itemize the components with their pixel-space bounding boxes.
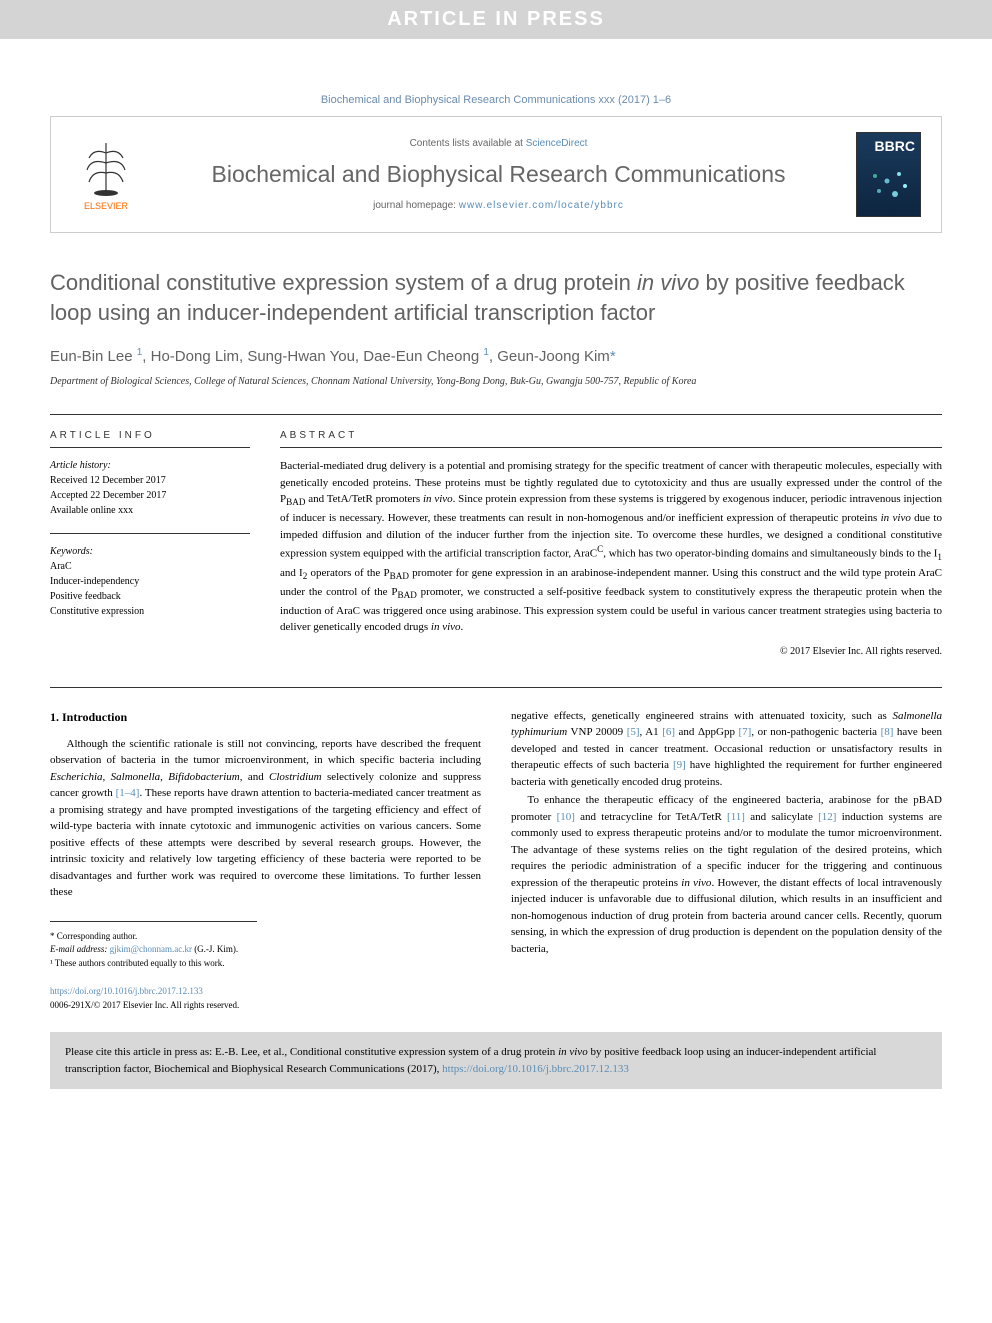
citation-box: Please cite this article in press as: E.… [50,1032,942,1089]
body-column-left: 1. Introduction Although the scientific … [50,708,481,1013]
abstract-column: ABSTRACT Bacterial-mediated drug deliver… [280,430,942,656]
doi-block: https://doi.org/10.1016/j.bbrc.2017.12.1… [50,985,481,1012]
elsevier-logo: ELSEVIER [71,132,141,217]
authors-list: Eun-Bin Lee 1, Ho-Dong Lim, Sung-Hwan Yo… [50,347,942,365]
intro-paragraph-2: negative effects, genetically engineered… [511,708,942,791]
header-center: Contents lists available at ScienceDirec… [161,138,836,211]
journal-header-box: ELSEVIER Contents lists available at Sci… [50,116,942,233]
info-abstract-section: ARTICLE INFO Article history: Received 1… [50,414,942,656]
footnotes: * Corresponding author. E-mail address: … [50,921,257,971]
contents-prefix: Contents lists available at [410,138,526,149]
keyword-2: Inducer-independency [50,574,250,589]
affiliation: Department of Biological Sciences, Colle… [50,375,942,389]
received-date: Received 12 December 2017 [50,473,250,488]
abstract-header: ABSTRACT [280,430,942,448]
homepage-prefix: journal homepage: [373,200,459,211]
keywords-label: Keywords: [50,544,250,559]
introduction-heading: 1. Introduction [50,708,481,726]
body-columns: 1. Introduction Although the scientific … [50,687,942,1013]
author-email-link[interactable]: gjkim@chonnam.ac.kr [110,944,192,954]
contents-available-line: Contents lists available at ScienceDirec… [161,138,836,149]
accepted-date: Accepted 22 December 2017 [50,488,250,503]
doi-link[interactable]: https://doi.org/10.1016/j.bbrc.2017.12.1… [50,986,203,996]
cover-graphic-icon [867,166,912,206]
journal-cover-thumbnail: BBRC [856,132,921,217]
keywords-block: Keywords: AraC Inducer-independency Posi… [50,533,250,619]
article-title: Conditional constitutive expression syst… [50,268,942,327]
article-in-press-banner: ARTICLE IN PRESS [0,0,992,39]
keyword-3: Positive feedback [50,589,250,604]
elsevier-text: ELSEVIER [84,201,128,211]
elsevier-tree-icon [79,138,134,198]
abstract-copyright: © 2017 Elsevier Inc. All rights reserved… [280,646,942,657]
title-italic: in vivo [637,270,699,295]
corresponding-author: * Corresponding author. [50,930,257,944]
article-info-header: ARTICLE INFO [50,430,250,448]
intro-paragraph-1: Although the scientific rationale is sti… [50,736,481,901]
article-history-block: Article history: Received 12 December 20… [50,458,250,518]
cover-abbrev: BBRC [875,138,915,154]
title-pre: Conditional constitutive expression syst… [50,270,637,295]
sciencedirect-link[interactable]: ScienceDirect [526,138,588,149]
keyword-4: Constitutive expression [50,604,250,619]
email-name: (G.-J. Kim). [192,944,238,954]
keyword-1: AraC [50,559,250,574]
intro-paragraph-3: To enhance the therapeutic efficacy of t… [511,792,942,957]
body-column-right: negative effects, genetically engineered… [511,708,942,1013]
issn-copyright: 0006-291X/© 2017 Elsevier Inc. All right… [50,999,481,1013]
equal-contribution-note: ¹ These authors contributed equally to t… [50,957,257,971]
article-info-column: ARTICLE INFO Article history: Received 1… [50,430,250,656]
citation-header: Biochemical and Biophysical Research Com… [50,79,942,116]
abstract-text: Bacterial-mediated drug delivery is a po… [280,458,942,635]
homepage-line: journal homepage: www.elsevier.com/locat… [161,200,836,211]
history-label: Article history: [50,458,250,473]
journal-name: Biochemical and Biophysical Research Com… [161,161,836,188]
homepage-link[interactable]: www.elsevier.com/locate/ybbrc [459,200,624,211]
email-label: E-mail address: [50,944,110,954]
available-date: Available online xxx [50,503,250,518]
email-line: E-mail address: gjkim@chonnam.ac.kr (G.-… [50,943,257,957]
